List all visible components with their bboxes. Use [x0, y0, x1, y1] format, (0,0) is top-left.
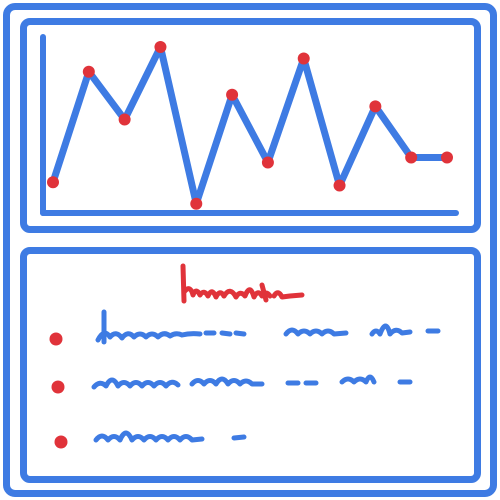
scribbled-text-line-icon — [91, 374, 413, 390]
scribbled-heading-icon — [180, 263, 305, 304]
data-point-8 — [297, 52, 310, 65]
series-line — [49, 43, 451, 208]
bullet-dot-icon — [49, 332, 63, 346]
data-points — [47, 40, 453, 210]
bullet-list — [49, 332, 68, 449]
data-point-2 — [82, 65, 95, 78]
data-point-7 — [261, 156, 274, 169]
bullet-dot-icon — [54, 435, 68, 449]
scribbled-text-line-icon — [93, 430, 247, 443]
data-point-11 — [405, 151, 418, 164]
bullet-dot-icon — [51, 380, 65, 394]
data-point-10 — [369, 100, 382, 113]
line-series — [49, 43, 451, 208]
data-point-9 — [333, 179, 346, 192]
data-point-5 — [190, 197, 203, 210]
text-panel — [20, 247, 481, 483]
data-point-12 — [441, 151, 453, 164]
scribbled-text-line-icon — [95, 309, 441, 345]
data-point-1 — [47, 176, 59, 189]
data-point-6 — [226, 88, 239, 101]
data-point-3 — [118, 113, 131, 126]
chart-axes — [40, 34, 459, 216]
data-point-4 — [154, 40, 167, 53]
